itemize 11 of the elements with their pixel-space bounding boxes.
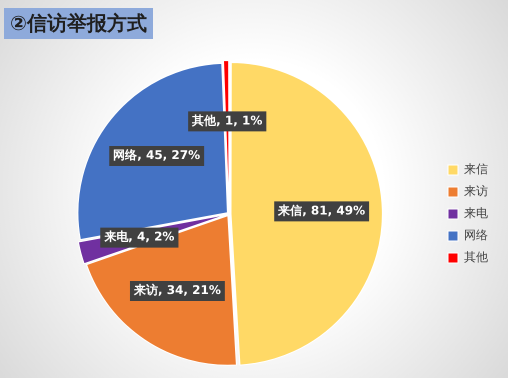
legend-label: 其他 [464, 250, 488, 264]
chart-title: ②信访举报方式 [4, 8, 153, 39]
data-label: 网络, 45, 27% [113, 148, 200, 162]
data-label: 来信, 81, 49% [277, 203, 366, 218]
legend-label: 网络 [464, 228, 488, 242]
legend-label: 来信 [464, 162, 488, 176]
data-label: 其他, 1, 1% [191, 113, 262, 128]
data-label: 来电, 4, 2% [103, 230, 174, 244]
legend-label: 来电 [464, 206, 488, 220]
data-label: 来访, 34, 21% [132, 283, 221, 298]
legend-label: 来访 [464, 184, 488, 198]
